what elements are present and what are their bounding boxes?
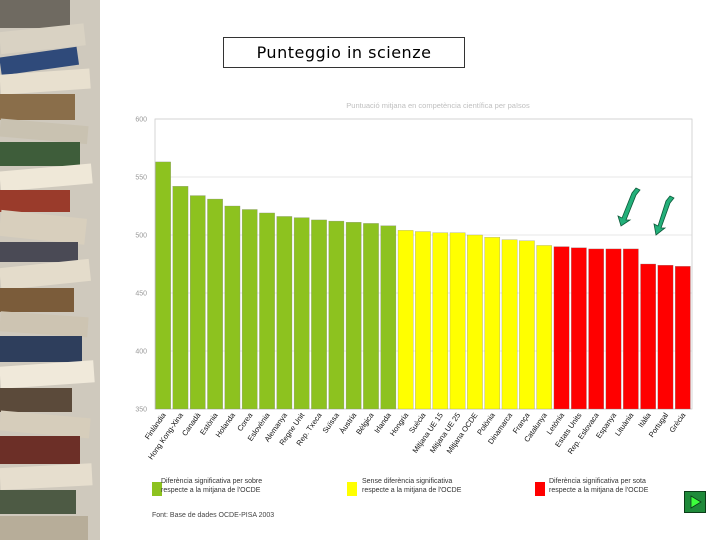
y-tick-label: 450	[135, 291, 147, 298]
bar	[363, 223, 379, 410]
y-tick-label: 500	[135, 233, 147, 240]
bar	[449, 232, 466, 410]
y-tick-label: 400	[135, 349, 147, 356]
source-note: Font: Base de dades OCDE-PISA 2003	[152, 512, 275, 519]
bar	[397, 230, 414, 410]
x-tick-label: Lituània	[613, 410, 636, 437]
bar	[484, 237, 501, 410]
legend-line: respecte a la mitjana de l'OCDE	[161, 487, 261, 494]
slide-title: Punteggio in scienze	[223, 37, 465, 68]
bar	[259, 212, 275, 410]
bar	[467, 234, 483, 410]
bar	[553, 246, 570, 410]
bar	[345, 222, 362, 410]
legend-swatch-below	[535, 482, 545, 496]
legend-line: Diferència significativa per sobre	[161, 478, 263, 485]
y-tick-label: 350	[135, 407, 147, 414]
legend-line: respecte a la mitjana de l'OCDE	[362, 487, 462, 494]
y-tick-label: 550	[135, 175, 147, 182]
green-arrow-icon-1	[617, 187, 641, 227]
bar	[605, 248, 622, 410]
bar	[623, 248, 639, 410]
bar	[519, 240, 535, 410]
bar	[241, 209, 258, 410]
bar	[640, 263, 656, 410]
play-icon	[690, 495, 702, 509]
bar	[293, 217, 310, 410]
y-tick-label: 600	[135, 117, 147, 124]
legend-text-same: Sense diferència significativa respecte …	[362, 477, 461, 495]
legend-line: Sense diferència significativa	[362, 478, 453, 485]
chart-subtitle: Puntuació mitjana en competència científ…	[346, 101, 530, 110]
bar	[657, 265, 674, 410]
legend-line: Diferència significativa per sota	[549, 478, 646, 485]
bar	[380, 225, 397, 410]
x-tick-label: Itàlia	[636, 410, 653, 429]
bar	[536, 245, 552, 410]
next-slide-button[interactable]	[684, 491, 706, 513]
x-tick-label: Bèlgica	[354, 410, 376, 436]
legend-text-above: Diferència significativa per sobre respe…	[161, 477, 262, 495]
bar	[311, 219, 327, 410]
bar	[571, 247, 587, 410]
books-stack-image	[0, 0, 100, 540]
bar	[415, 231, 431, 410]
bar	[172, 186, 189, 410]
bar	[588, 248, 604, 410]
bar	[675, 266, 691, 410]
legend-swatch-above	[152, 482, 162, 496]
x-tick-label: Grècia	[667, 410, 688, 434]
legend-line: respecte a la mitjana de l'OCDE	[549, 487, 649, 494]
bar	[189, 195, 206, 410]
bar	[155, 161, 171, 410]
bar	[224, 205, 241, 410]
bar	[276, 216, 293, 410]
bar	[328, 220, 345, 410]
bar	[207, 198, 223, 410]
bar	[432, 232, 449, 410]
legend-swatch-same	[347, 482, 357, 496]
bar	[501, 239, 518, 410]
x-tick-label: Hongria	[388, 410, 411, 437]
legend-text-below: Diferència significativa per sota respec…	[549, 477, 648, 495]
green-arrow-icon-2	[653, 195, 675, 236]
